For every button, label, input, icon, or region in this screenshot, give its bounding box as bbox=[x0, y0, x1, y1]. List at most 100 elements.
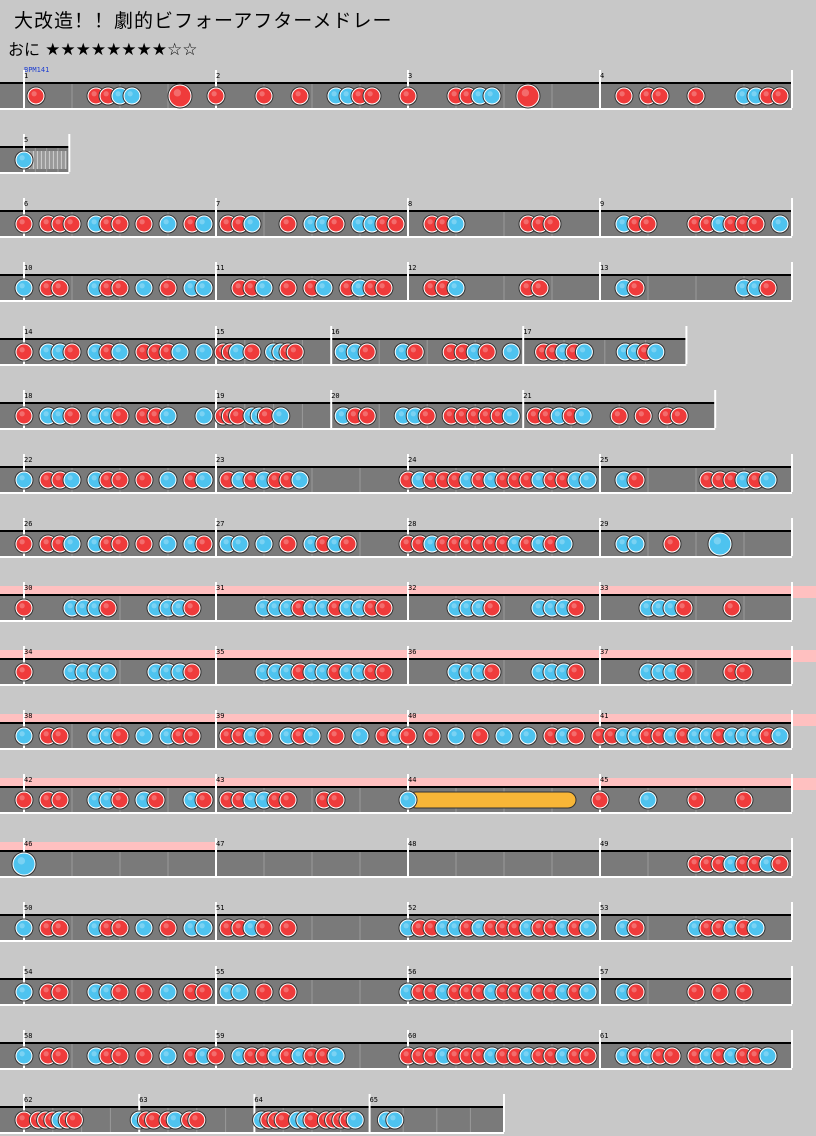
note-shine bbox=[487, 603, 493, 609]
note-shine bbox=[199, 283, 205, 289]
note-shine bbox=[355, 283, 361, 289]
note-shine bbox=[547, 731, 553, 737]
note-shine bbox=[67, 667, 73, 673]
note-shine bbox=[139, 923, 145, 929]
note-shine bbox=[535, 475, 541, 481]
note-shine bbox=[667, 731, 673, 737]
note-shine bbox=[139, 1051, 145, 1057]
note-shine bbox=[91, 219, 97, 225]
note-shine bbox=[715, 731, 721, 737]
note-shine bbox=[679, 731, 685, 737]
note-shine bbox=[187, 1051, 193, 1057]
lane-border-bottom bbox=[0, 1004, 792, 1006]
note-shine bbox=[391, 731, 397, 737]
ka-note bbox=[136, 728, 152, 744]
note-shine bbox=[261, 411, 268, 417]
note-shine bbox=[691, 795, 697, 801]
don-note bbox=[280, 216, 296, 232]
note-shine bbox=[398, 411, 404, 417]
note-shine bbox=[91, 539, 97, 545]
lane bbox=[0, 468, 792, 492]
ka-note bbox=[273, 408, 289, 424]
note-shine bbox=[630, 347, 637, 353]
note-shine bbox=[727, 475, 733, 481]
measure-number: 19 bbox=[216, 392, 224, 400]
don-note bbox=[146, 1112, 162, 1128]
note-shine bbox=[247, 1051, 253, 1057]
measure-number: 10 bbox=[24, 264, 32, 272]
note-shine bbox=[67, 347, 73, 353]
ka-note bbox=[648, 344, 664, 360]
measure-number: 29 bbox=[600, 520, 608, 528]
note-shine bbox=[751, 475, 757, 481]
measure-number: 59 bbox=[216, 1032, 224, 1040]
lane-border-bottom bbox=[0, 428, 716, 430]
note-shine bbox=[259, 731, 265, 737]
lane-border-top bbox=[0, 274, 792, 276]
note-shine bbox=[739, 667, 745, 673]
don-note bbox=[16, 344, 32, 360]
don-note bbox=[16, 408, 32, 424]
note-shine bbox=[410, 347, 416, 353]
note-shine bbox=[355, 731, 361, 737]
note-shine bbox=[175, 347, 181, 353]
measure-number: 53 bbox=[600, 904, 608, 912]
note-shine bbox=[350, 411, 356, 417]
don-note bbox=[64, 408, 80, 424]
note-shine bbox=[19, 923, 25, 929]
note-shine bbox=[175, 731, 181, 737]
note-shine bbox=[247, 923, 253, 929]
note-shine bbox=[631, 923, 637, 929]
don-note bbox=[112, 216, 128, 232]
note-shine bbox=[691, 923, 697, 929]
ka-note bbox=[160, 216, 176, 232]
big-don-note bbox=[517, 85, 539, 107]
note-shine bbox=[295, 91, 301, 97]
note-shine bbox=[223, 219, 229, 225]
note-shine bbox=[482, 347, 488, 353]
note-shine bbox=[463, 91, 469, 97]
don-note bbox=[160, 280, 176, 296]
don-note bbox=[664, 1048, 680, 1064]
measure-number: 2 bbox=[216, 72, 220, 80]
note-shine bbox=[259, 795, 265, 801]
note-shine bbox=[559, 731, 565, 737]
note-shine bbox=[259, 667, 265, 673]
note-shine bbox=[439, 283, 445, 289]
note-shine bbox=[163, 347, 169, 353]
note-shine bbox=[403, 987, 409, 993]
note-shine bbox=[475, 603, 481, 609]
note-shine bbox=[739, 731, 745, 737]
lane-border-bottom bbox=[0, 236, 792, 238]
don-note bbox=[256, 984, 272, 1000]
note-shine bbox=[139, 795, 145, 801]
note-shine bbox=[439, 475, 445, 481]
note-shine bbox=[283, 283, 289, 289]
note-shine bbox=[199, 411, 205, 417]
note-shine bbox=[278, 1115, 284, 1121]
note-shine bbox=[547, 987, 553, 993]
note-shine bbox=[343, 667, 349, 673]
note-shine bbox=[283, 923, 289, 929]
note-shine bbox=[559, 539, 565, 545]
measure-number: 9 bbox=[600, 200, 604, 208]
don-note bbox=[736, 664, 752, 680]
don-note bbox=[712, 984, 728, 1000]
ka-note bbox=[232, 536, 248, 552]
note-shine bbox=[187, 923, 193, 929]
lane-border-top bbox=[0, 146, 70, 148]
note-shine bbox=[319, 603, 325, 609]
note-shine bbox=[535, 923, 541, 929]
note-shine bbox=[379, 667, 385, 673]
note-shine bbox=[511, 475, 517, 481]
note-shine bbox=[451, 91, 457, 97]
ka-note bbox=[160, 984, 176, 1000]
note-shine bbox=[427, 283, 433, 289]
lane-border-bottom bbox=[0, 1132, 504, 1134]
ka-note bbox=[244, 216, 260, 232]
note-shine bbox=[715, 1051, 721, 1057]
don-note bbox=[400, 728, 416, 744]
measure-number: 61 bbox=[600, 1032, 608, 1040]
note-shine bbox=[259, 987, 265, 993]
note-shine bbox=[223, 987, 229, 993]
